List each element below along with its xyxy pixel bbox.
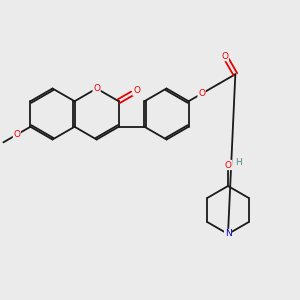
Text: O: O: [224, 160, 232, 169]
Text: O: O: [198, 89, 205, 98]
Text: O: O: [221, 52, 228, 61]
Text: O: O: [93, 84, 100, 93]
Text: H: H: [235, 158, 242, 167]
Text: N: N: [225, 230, 231, 238]
Text: O: O: [14, 130, 20, 139]
Text: O: O: [133, 86, 140, 95]
